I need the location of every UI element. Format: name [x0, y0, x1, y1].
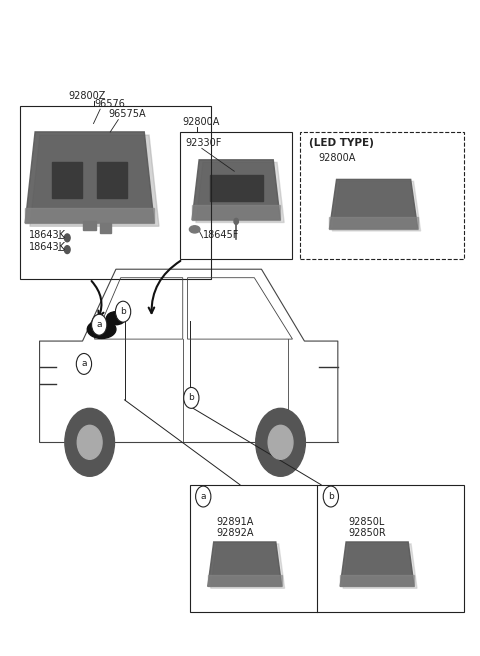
Circle shape	[92, 314, 107, 335]
Text: 96575A: 96575A	[109, 109, 146, 119]
Text: 96576: 96576	[95, 98, 125, 108]
Polygon shape	[192, 160, 280, 220]
Ellipse shape	[87, 320, 116, 338]
Polygon shape	[196, 163, 284, 222]
Text: a: a	[96, 320, 102, 329]
Polygon shape	[343, 544, 417, 588]
Circle shape	[77, 425, 102, 459]
Circle shape	[76, 354, 92, 375]
Bar	[180, 132, 292, 259]
Circle shape	[268, 425, 293, 459]
Text: 92850R: 92850R	[348, 528, 386, 539]
Bar	[21, 106, 211, 279]
Circle shape	[64, 234, 70, 242]
Polygon shape	[211, 544, 285, 588]
Text: b: b	[328, 492, 334, 501]
Polygon shape	[192, 205, 280, 220]
Polygon shape	[25, 132, 154, 223]
Text: 92892A: 92892A	[216, 528, 253, 539]
Polygon shape	[340, 542, 414, 586]
Polygon shape	[332, 181, 420, 231]
Bar	[97, 162, 127, 197]
Text: 92850L: 92850L	[348, 517, 385, 527]
Ellipse shape	[107, 312, 125, 325]
Polygon shape	[208, 542, 282, 586]
Text: (LED TYPE): (LED TYPE)	[309, 138, 374, 148]
Bar	[52, 162, 82, 197]
Text: 18645F: 18645F	[203, 230, 239, 240]
Text: 92800A: 92800A	[183, 117, 220, 127]
Circle shape	[256, 408, 305, 476]
Text: 92800A: 92800A	[319, 154, 356, 163]
Bar	[84, 221, 96, 230]
Bar	[300, 132, 464, 259]
Text: 18643K: 18643K	[29, 230, 66, 241]
Text: 92800Z: 92800Z	[68, 91, 106, 100]
Polygon shape	[30, 135, 159, 226]
Polygon shape	[329, 179, 418, 229]
Circle shape	[234, 218, 239, 224]
Text: a: a	[201, 492, 206, 501]
Circle shape	[64, 246, 70, 253]
Bar	[190, 485, 464, 612]
Text: 18643K: 18643K	[29, 242, 66, 252]
Polygon shape	[340, 575, 414, 586]
Text: b: b	[120, 307, 126, 316]
Polygon shape	[208, 575, 282, 586]
Text: 92330F: 92330F	[185, 138, 221, 148]
Text: a: a	[81, 359, 87, 369]
Circle shape	[116, 301, 131, 322]
Circle shape	[323, 486, 338, 507]
Text: b: b	[189, 394, 194, 402]
Text: 92891A: 92891A	[216, 517, 253, 527]
Polygon shape	[329, 216, 418, 229]
Circle shape	[196, 486, 211, 507]
Ellipse shape	[190, 226, 200, 233]
Bar	[100, 223, 111, 233]
Bar	[210, 174, 263, 201]
Polygon shape	[25, 208, 154, 223]
Circle shape	[65, 408, 115, 476]
Circle shape	[184, 388, 199, 408]
